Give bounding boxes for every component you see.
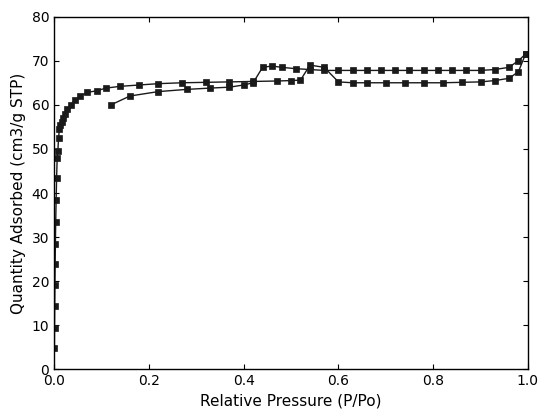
Y-axis label: Quantity Adsorbed (cm3/g STP): Quantity Adsorbed (cm3/g STP) xyxy=(11,72,26,314)
X-axis label: Relative Pressure (P/Po): Relative Pressure (P/Po) xyxy=(200,394,382,409)
